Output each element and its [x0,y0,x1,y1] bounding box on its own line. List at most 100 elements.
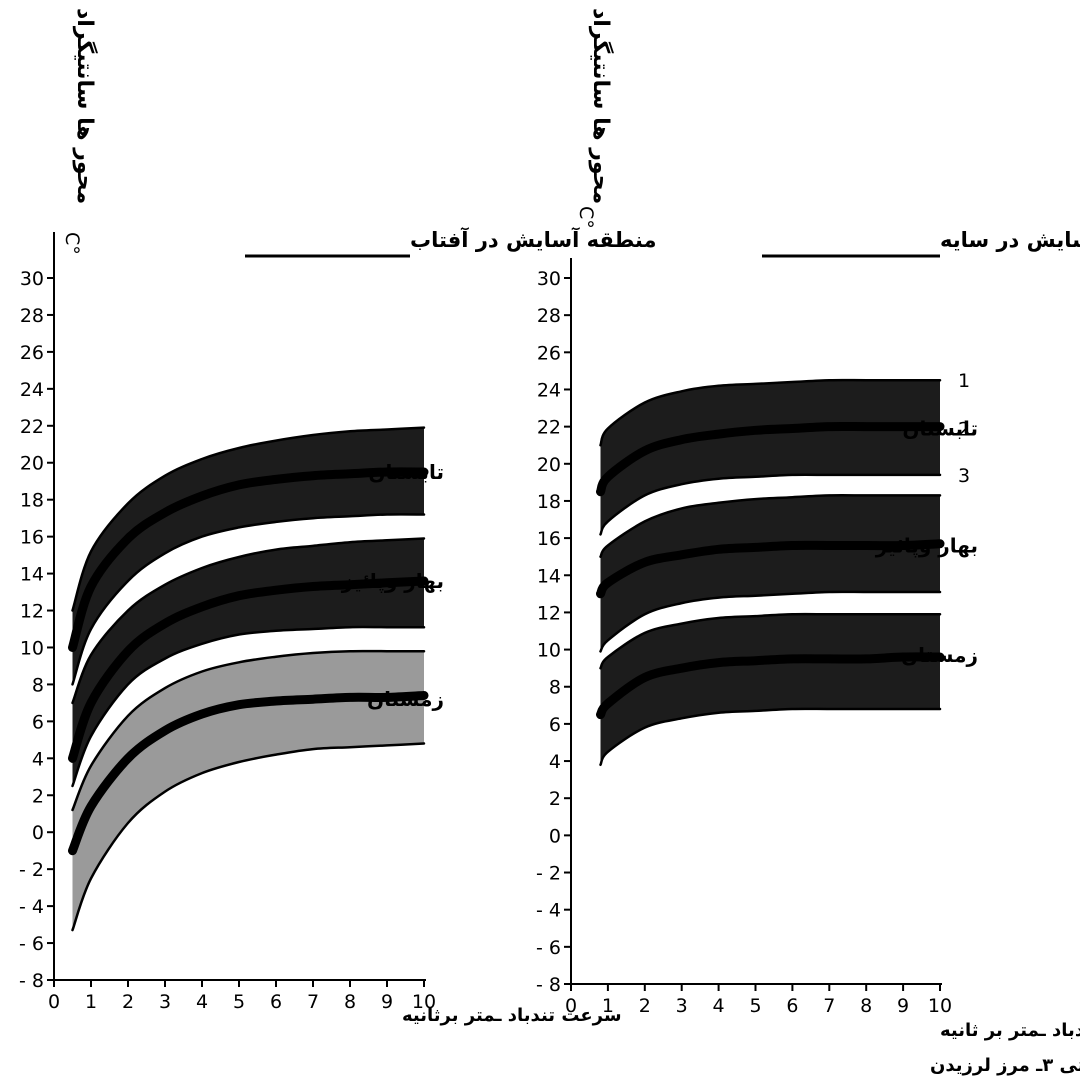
sun-chart-title: منطقه آسایش در آفتاب [410,227,657,252]
shade-boundary-curves [596,378,945,767]
shade-x-axis-title: سرعت تندباد ـمتر بر ثانیه [940,1020,1080,1041]
sun-season-winter: زمستان [367,687,444,711]
shade-y-tick-label: 26 [537,342,561,364]
sun-y-tick-label: - 8 [19,970,44,992]
sun-curve-7 [71,649,426,812]
sun-curve-4 [71,537,426,705]
shade-y-tick-label: 30 [537,268,561,290]
sun-y-tick-label: 12 [20,601,44,623]
sun-y-tick-label: 14 [20,564,44,586]
sun-y-tick-label: 2 [32,785,44,807]
sun-x-axis-title: سرعت تندباد ـمتر برثانیه [402,1005,622,1026]
sun-curve-2 [70,469,427,650]
shade-y-tick-label: 18 [537,491,561,513]
shade-band-3 [600,614,940,765]
shade-curve-2 [598,423,943,495]
shade-y-tick-label: - 2 [536,863,561,885]
sun-y-tick-label: - 6 [19,933,44,955]
shade-y-tick-label: 24 [537,379,561,401]
shade-chart-title: منطقه آسایش در سایه [940,227,1080,252]
shade-y-tick-label: 12 [537,602,561,624]
sun-boundary-curves [68,426,429,932]
shade-y-tick-label: 16 [537,528,561,550]
sun-y-axis-title: محور ها سانتیگراد [72,8,99,204]
shade-y-unit: C° [575,206,597,229]
shade-season-spring-autumn: بهار وپائیز [875,534,978,559]
sun-x-tick-label: 4 [196,991,208,1013]
sun-x-tick-label: 5 [233,991,245,1013]
sun-y-tick-label: - 4 [19,896,44,918]
shade-y-tick-label: 14 [537,565,561,587]
shade-curve-1 [599,378,942,447]
sun-y-tick-label: 4 [32,748,44,770]
shade-curve-9 [599,707,942,767]
shade-y-tick-label: 20 [537,454,561,476]
shade-y-tick-label: - 8 [536,974,561,996]
shade-y-tick-label: - 6 [536,937,561,959]
sun-band-3 [72,651,424,931]
shade-y-tick-label: 22 [537,417,561,439]
sun-season-spring-autumn: بهار وپائیز [341,569,444,594]
shade-x-tick-label: 1 [602,995,614,1017]
sun-y-tick-label: 8 [32,674,44,696]
shade-season-labels: تابستان بهار وپائیز زمستان [875,416,978,667]
shade-x-tick-label: 7 [823,995,835,1017]
sun-curve-8 [70,693,427,854]
sun-y-tick-label: 26 [20,342,44,364]
shade-band-1 [600,380,940,535]
sun-curve-6 [71,625,426,788]
sun-y-tick-label: 30 [20,268,44,290]
shade-y-tick-label: 4 [549,751,561,773]
shade-x-tick-label: 3 [676,995,688,1017]
sun-x-tick-label: 8 [344,991,356,1013]
sun-band-2 [72,538,424,786]
shade-curve-4 [599,494,942,558]
shade-curve-7 [599,612,942,670]
sun-comfort-bands [72,427,424,931]
sun-y-tick-label: 28 [20,305,44,327]
shade-x-tick-label: 9 [897,995,909,1017]
shade-y-tick-label: 10 [537,640,561,662]
shade-comfort-bands [600,380,940,765]
shade-y-axis-title: محور ها سانتیگراد [588,8,615,204]
sun-curve-3 [71,513,426,686]
sun-season-labels: تابستان بهار وپائیز زمستان [341,460,444,711]
sun-y-tick-label: 6 [32,711,44,733]
sun-x-tick-label: 6 [270,991,282,1013]
shade-x-tick-label: 8 [860,995,872,1017]
shade-line-number-2: 2 [958,418,970,440]
sun-y-tick-label: 24 [20,379,44,401]
shade-y-tick-label: 8 [549,677,561,699]
sun-x-tick-label: 3 [159,991,171,1013]
shade-x-tick-label: 5 [749,995,761,1017]
shade-curve-6 [599,590,942,653]
sun-y-tick-label: 16 [20,527,44,549]
sun-y-tick-label: 20 [20,453,44,475]
sun-y-unit: C° [61,232,83,255]
sun-y-tick-label: 18 [20,490,44,512]
shade-x-tick-label: 0 [565,995,577,1017]
sun-x-tick-label: 1 [85,991,97,1013]
sun-x-tick-label: 10 [412,991,436,1013]
shade-y-tick-label: - 4 [536,900,561,922]
shade-y-tick-label: 28 [537,305,561,327]
shade-line-number-1: 1 [958,370,970,392]
shade-x-tick-label: 4 [713,995,725,1017]
sun-curve-5 [70,578,427,761]
shade-curve-8 [598,654,943,718]
sun-band-1 [72,427,424,685]
shade-band-2 [600,495,940,652]
shade-x-tick-label: 6 [786,995,798,1017]
shade-curve-5 [598,541,943,597]
sun-x-tick-label: 0 [48,991,60,1013]
sun-season-summer: تابستان [368,460,444,484]
shade-y-tick-label: 0 [549,825,561,847]
sun-x-tick-label: 2 [122,991,134,1013]
shade-season-winter: زمستان [901,643,978,667]
sun-y-tick-label: 22 [20,416,44,438]
sun-curve-9 [71,742,426,932]
